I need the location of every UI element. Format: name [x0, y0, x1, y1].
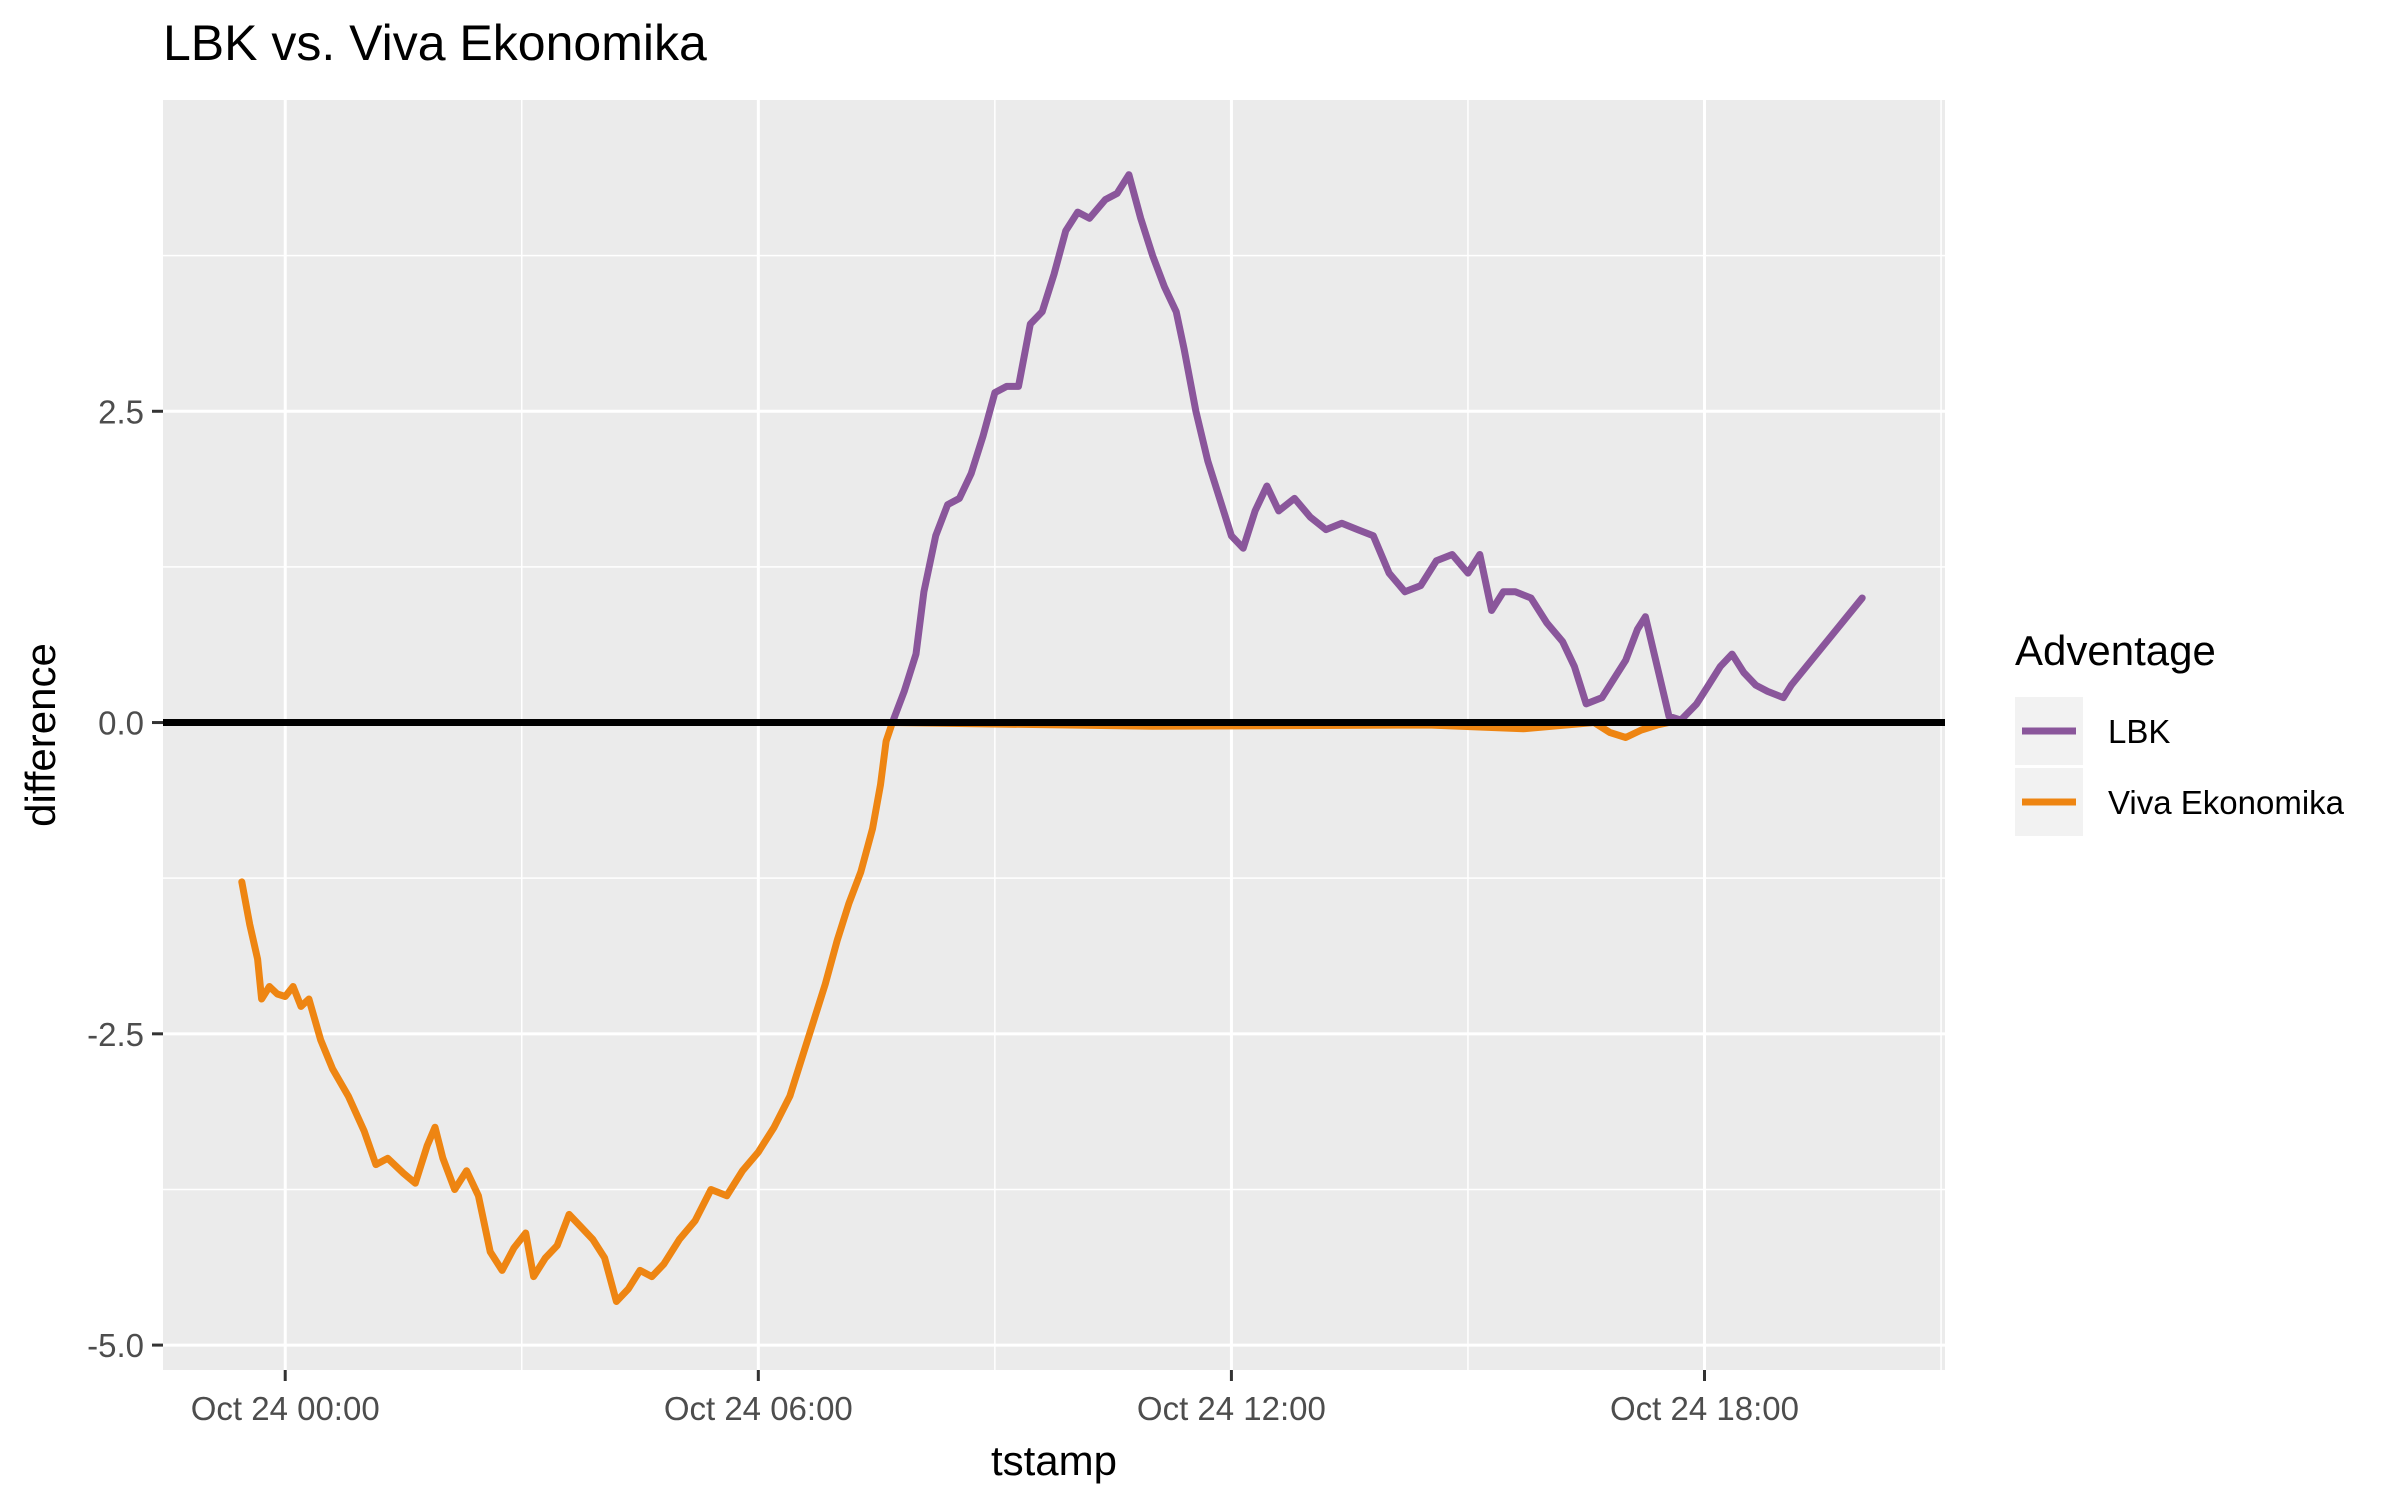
axes: 2.5 0.0 -2.5 -5.0 Oct 24 00:00 Oct 24 06:00 Oc… — [87, 393, 1799, 1427]
x-tick-label: Oct 24 06:00 — [664, 1390, 853, 1427]
y-tick-label: -2.5 — [87, 1016, 144, 1053]
series-line-viva-ekonomika — [238, 719, 1673, 1305]
y-axis-title: difference — [17, 643, 64, 827]
x-axis-title: tstamp — [991, 1437, 1117, 1484]
series-layer — [238, 171, 1866, 1305]
series-line-lbk — [888, 171, 1866, 726]
y-tick-label: 0.0 — [98, 705, 144, 742]
legend: Adventage LBK Viva Ekonomika — [2015, 627, 2345, 836]
legend-label-lbk: LBK — [2108, 713, 2170, 750]
x-tick-label: Oct 24 00:00 — [191, 1390, 380, 1427]
legend-title: Adventage — [2015, 627, 2216, 674]
y-tick-label: 2.5 — [98, 393, 144, 430]
x-tick-label: Oct 24 18:00 — [1610, 1390, 1799, 1427]
legend-label-viva-ekonomika: Viva Ekonomika — [2108, 784, 2345, 821]
y-tick-label: -5.0 — [87, 1327, 144, 1364]
plot-panel — [163, 100, 1945, 1370]
chart-title: LBK vs. Viva Ekonomika — [163, 15, 707, 71]
x-tick-label: Oct 24 12:00 — [1137, 1390, 1326, 1427]
